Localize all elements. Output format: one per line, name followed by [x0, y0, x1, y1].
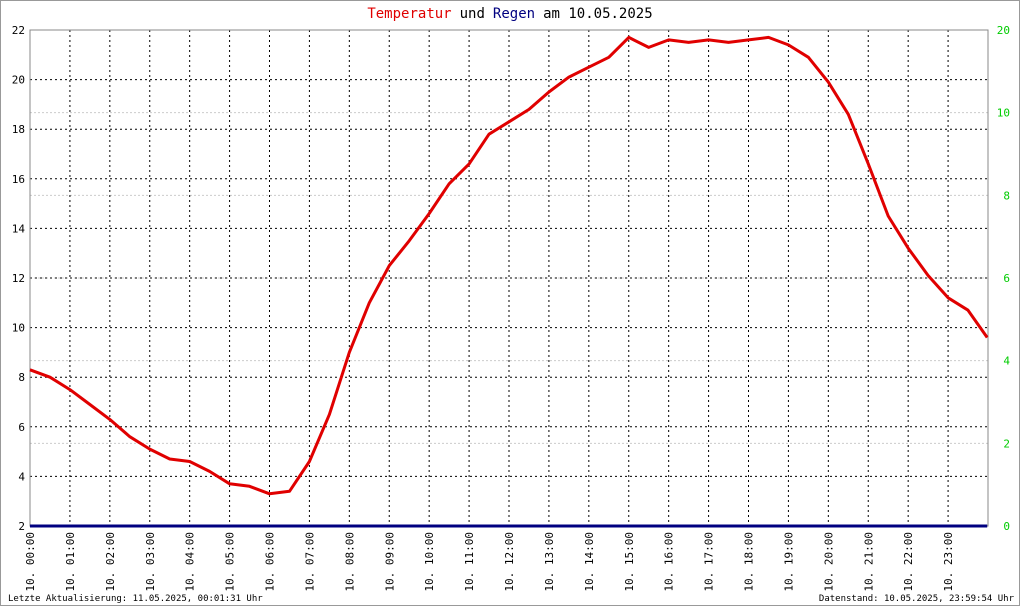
y2-tick-label: 4: [1003, 355, 1010, 368]
y2-tick-label: 8: [1003, 189, 1010, 202]
y2-tick-label: 6: [1003, 272, 1010, 285]
y-tick-label: 6: [18, 421, 25, 434]
y-tick-label: 12: [12, 272, 25, 285]
x-tick-label: 10. 05:00: [224, 532, 237, 592]
y-tick-label: 10: [12, 322, 25, 335]
footer-right: Datenstand: 10.05.2025, 23:59:54 Uhr: [819, 594, 1015, 604]
x-tick-label: 10. 16:00: [663, 532, 676, 592]
y2-tick-label: 20: [997, 24, 1010, 37]
x-tick-label: 10. 10:00: [423, 532, 436, 592]
y-tick-label: 8: [18, 371, 25, 384]
x-tick-label: 10. 22:00: [902, 532, 915, 592]
x-tick-label: 10. 17:00: [703, 532, 716, 592]
x-tick-label: 10. 21:00: [862, 532, 875, 592]
y2-tick-label: 10: [997, 107, 1010, 120]
x-tick-label: 10. 23:00: [942, 532, 955, 592]
x-tick-label: 10. 04:00: [184, 532, 197, 592]
y-tick-label: 4: [18, 470, 25, 483]
x-tick-label: 10. 01:00: [64, 532, 77, 592]
x-tick-label: 10. 18:00: [743, 532, 756, 592]
x-tick-label: 10. 09:00: [383, 532, 396, 592]
x-tick-label: 10. 06:00: [264, 532, 277, 592]
x-tick-label: 10. 03:00: [144, 532, 157, 592]
y-tick-label: 22: [12, 24, 25, 37]
y2-tick-label: 2: [1003, 437, 1010, 450]
x-tick-label: 10. 00:00: [24, 532, 37, 592]
y-tick-label: 20: [12, 74, 25, 87]
y-tick-label: 14: [12, 222, 26, 235]
x-tick-label: 10. 13:00: [543, 532, 556, 592]
x-tick-label: 10. 14:00: [583, 532, 596, 592]
x-tick-label: 10. 11:00: [463, 532, 476, 592]
y-tick-label: 18: [12, 123, 25, 136]
x-tick-label: 10. 12:00: [503, 532, 516, 592]
title-part: am 10.05.2025: [543, 6, 653, 22]
title-part: und: [460, 6, 485, 22]
title-part: Regen: [493, 6, 535, 22]
x-tick-label: 10. 02:00: [104, 532, 117, 592]
footer-left: Letzte Aktualisierung: 11.05.2025, 00:01…: [8, 594, 263, 604]
x-tick-label: 10. 07:00: [303, 532, 316, 592]
chart-title: Temperatur und Regen am 10.05.2025: [367, 6, 652, 22]
y-tick-label: 2: [18, 520, 25, 533]
y-tick-label: 16: [12, 173, 25, 186]
x-tick-label: 10. 08:00: [343, 532, 356, 592]
x-tick-label: 10. 20:00: [822, 532, 835, 592]
title-part: Temperatur: [367, 6, 451, 22]
x-tick-label: 10. 15:00: [623, 532, 636, 592]
y2-tick-label: 0: [1003, 520, 1010, 533]
x-tick-label: 10. 19:00: [782, 532, 795, 592]
series-line: [29, 35, 989, 496]
